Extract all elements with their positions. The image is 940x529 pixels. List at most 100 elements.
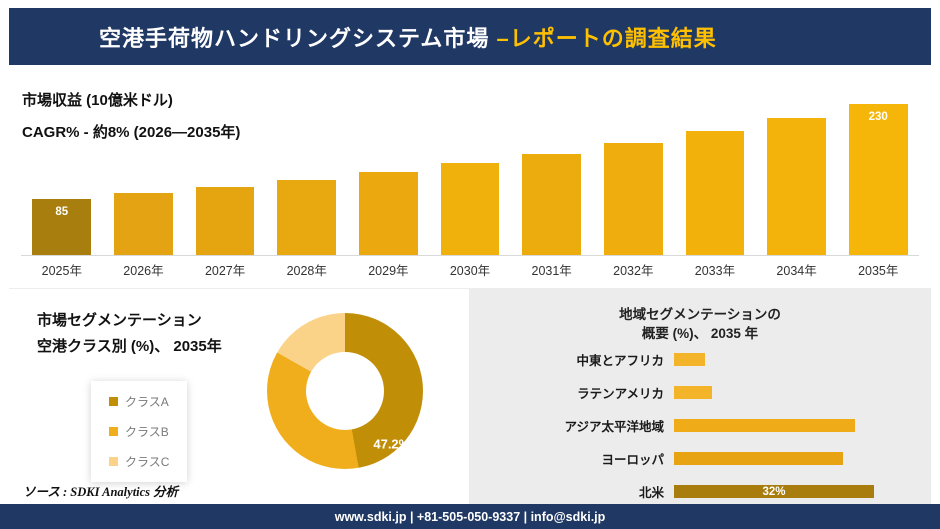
revenue-chart-title: 市場収益 (10億米ドル): [22, 92, 173, 109]
footer-contact-text: www.sdki.jp | +81-505-050-9337 | info@sd…: [334, 509, 606, 524]
bar-column: 2033年: [674, 94, 756, 282]
region-title-line2: 概要 (%)、 2035 年: [641, 326, 759, 341]
revenue-bar: [685, 131, 745, 255]
x-axis-label: 2030年: [449, 263, 491, 278]
region-category-label: アジア太平洋地域: [564, 420, 664, 434]
legend-label: クラスA: [125, 395, 169, 409]
x-axis-label: 2033年: [694, 263, 736, 278]
region-bar-chart: 中東とアフリカ ラテンアメリカアジア太平洋地域ヨーロッパ北米 32%: [479, 351, 921, 516]
region-category-label: ヨーロッパ: [601, 453, 664, 467]
revenue-bar: 230: [848, 103, 908, 255]
bar-value-label: 32%: [762, 485, 786, 498]
x-axis-label: 2034年: [776, 263, 817, 278]
bar-column: 2030年: [429, 94, 511, 282]
region-category-label: 北米: [638, 486, 664, 500]
bar-column: 2028年: [265, 94, 348, 282]
bar-column: 85 2025年: [21, 94, 103, 282]
region-chart-title: 地域セグメンテーションの 概要 (%)、 2035 年: [469, 305, 931, 343]
region-title-line1: 地域セグメンテーションの: [619, 307, 781, 322]
bar-area: [184, 94, 266, 256]
region-category-label: ラテンアメリカ: [577, 387, 664, 401]
legend-swatch: [109, 397, 118, 406]
donut-value-label: 47.2%: [373, 436, 411, 452]
bar-area: [347, 94, 430, 256]
revenue-bar: 85: [32, 199, 92, 255]
region-bar: [674, 452, 843, 465]
hbar-track: [674, 419, 874, 432]
donut-legend: クラスA クラスB クラスC: [91, 381, 188, 482]
bar-area: [674, 94, 756, 256]
bar-column: 2032年: [592, 94, 675, 282]
bar-value-label: 230: [868, 110, 888, 123]
footer-banner: www.sdki.jp | +81-505-050-9337 | info@sd…: [0, 504, 940, 529]
revenue-bar: [277, 180, 337, 255]
legend-label: クラスB: [125, 425, 169, 439]
bar-area: [265, 94, 348, 256]
bar-column: 2026年: [102, 94, 185, 282]
bar-area: [102, 94, 185, 256]
page-title-main: 空港手荷物ハンドリングシステム市場: [99, 25, 497, 51]
segmentation-subtitle: 空港クラス別 (%)、 2035年: [37, 338, 222, 355]
x-axis-label: 2027年: [204, 263, 246, 278]
legend-label: クラスC: [125, 455, 170, 469]
legend-item: クラスA: [109, 393, 169, 410]
header-banner: 空港手荷物ハンドリングシステム市場 –レポートの調査結果: [9, 8, 931, 65]
x-axis-label: 2029年: [368, 263, 409, 278]
legend-swatch: [109, 427, 118, 436]
bar-column: 230 2035年: [837, 94, 920, 282]
hbar-track: [674, 452, 874, 465]
region-row: ラテンアメリカ: [479, 384, 921, 401]
hbar-track: 32%: [674, 485, 874, 498]
revenue-bar: [440, 163, 500, 255]
revenue-chart-section: 市場収益 (10億米ドル) CAGR% - 約8% (2026―2035年) 8…: [9, 73, 931, 286]
segmentation-panel: 市場セグメンテーション 空港クラス別 (%)、 2035年 クラスA クラスB クラ…: [9, 289, 469, 504]
x-axis-label: 2031年: [531, 263, 572, 278]
bar-area: [510, 94, 593, 256]
region-bar: [674, 386, 712, 399]
region-bar: [674, 353, 706, 366]
region-category-label: 中東とアフリカ: [576, 354, 664, 368]
revenue-bar: [358, 172, 418, 255]
revenue-bar: [114, 193, 173, 255]
hbar-track: [674, 386, 874, 399]
x-axis-label: 2026年: [123, 263, 164, 278]
x-axis-label: 2025年: [41, 263, 82, 278]
revenue-chart-subtitle: CAGR% - 約8% (2026―2035年): [22, 124, 241, 141]
segmentation-title: 市場セグメンテーション: [37, 312, 202, 329]
legend-item: クラスC: [109, 453, 169, 470]
revenue-bar: [195, 186, 255, 255]
page-title-accent: –レポートの調査結果: [496, 25, 717, 51]
bar-column: 2029年: [347, 94, 430, 282]
region-panel: 地域セグメンテーションの 概要 (%)、 2035 年 中東とアフリカ ラテンアメ…: [469, 289, 931, 504]
bottom-section: 市場セグメンテーション 空港クラス別 (%)、 2035年 クラスA クラスB クラ…: [9, 288, 931, 504]
donut-chart: 47.2%: [267, 313, 423, 469]
bar-area: [755, 94, 838, 256]
region-row: 中東とアフリカ: [479, 351, 921, 368]
hbar-track: [674, 353, 874, 366]
x-axis-label: 2028年: [286, 263, 327, 278]
page-title: 空港手荷物ハンドリングシステム市場 –レポートの調査結果: [99, 21, 717, 53]
region-bar: 32%: [674, 485, 874, 498]
revenue-bar: [767, 118, 826, 255]
legend-swatch: [109, 457, 118, 466]
donut-hole: [306, 352, 384, 430]
bar-column: 2027年: [184, 94, 266, 282]
x-axis-label: 2032年: [613, 263, 654, 278]
region-bar: [674, 419, 856, 432]
x-axis-label: 2035年: [858, 263, 899, 278]
bar-column: 2031年: [510, 94, 593, 282]
bar-area: [429, 94, 511, 256]
bar-area: 85: [21, 94, 103, 256]
legend-item: クラスB: [109, 423, 169, 440]
bar-area: [592, 94, 675, 256]
bar-value-label: 85: [55, 206, 69, 219]
region-row: 北米 32%: [479, 483, 921, 500]
region-row: アジア太平洋地域: [479, 417, 921, 434]
bar-area: 230: [837, 94, 920, 256]
bar-column: 2034年: [755, 94, 838, 282]
revenue-chart-heading: 市場収益 (10億米ドル) CAGR% - 約8% (2026―2035年): [22, 89, 240, 153]
region-row: ヨーロッパ: [479, 450, 921, 467]
revenue-bar-chart: 85 2025年 2026年 2027年 2028年 2029年 2030年 2031年 203…: [21, 94, 920, 282]
source-note: ソース : SDKI Analytics 分析: [23, 485, 179, 499]
